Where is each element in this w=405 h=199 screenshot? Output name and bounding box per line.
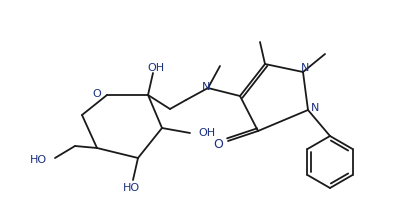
Text: HO: HO xyxy=(30,155,47,165)
Text: O: O xyxy=(92,89,101,99)
Text: N: N xyxy=(301,63,309,73)
Text: OH: OH xyxy=(147,63,164,73)
Text: OH: OH xyxy=(198,128,215,138)
Text: O: O xyxy=(213,138,223,150)
Text: HO: HO xyxy=(122,183,140,193)
Text: N: N xyxy=(311,103,320,113)
Text: N: N xyxy=(202,82,210,92)
